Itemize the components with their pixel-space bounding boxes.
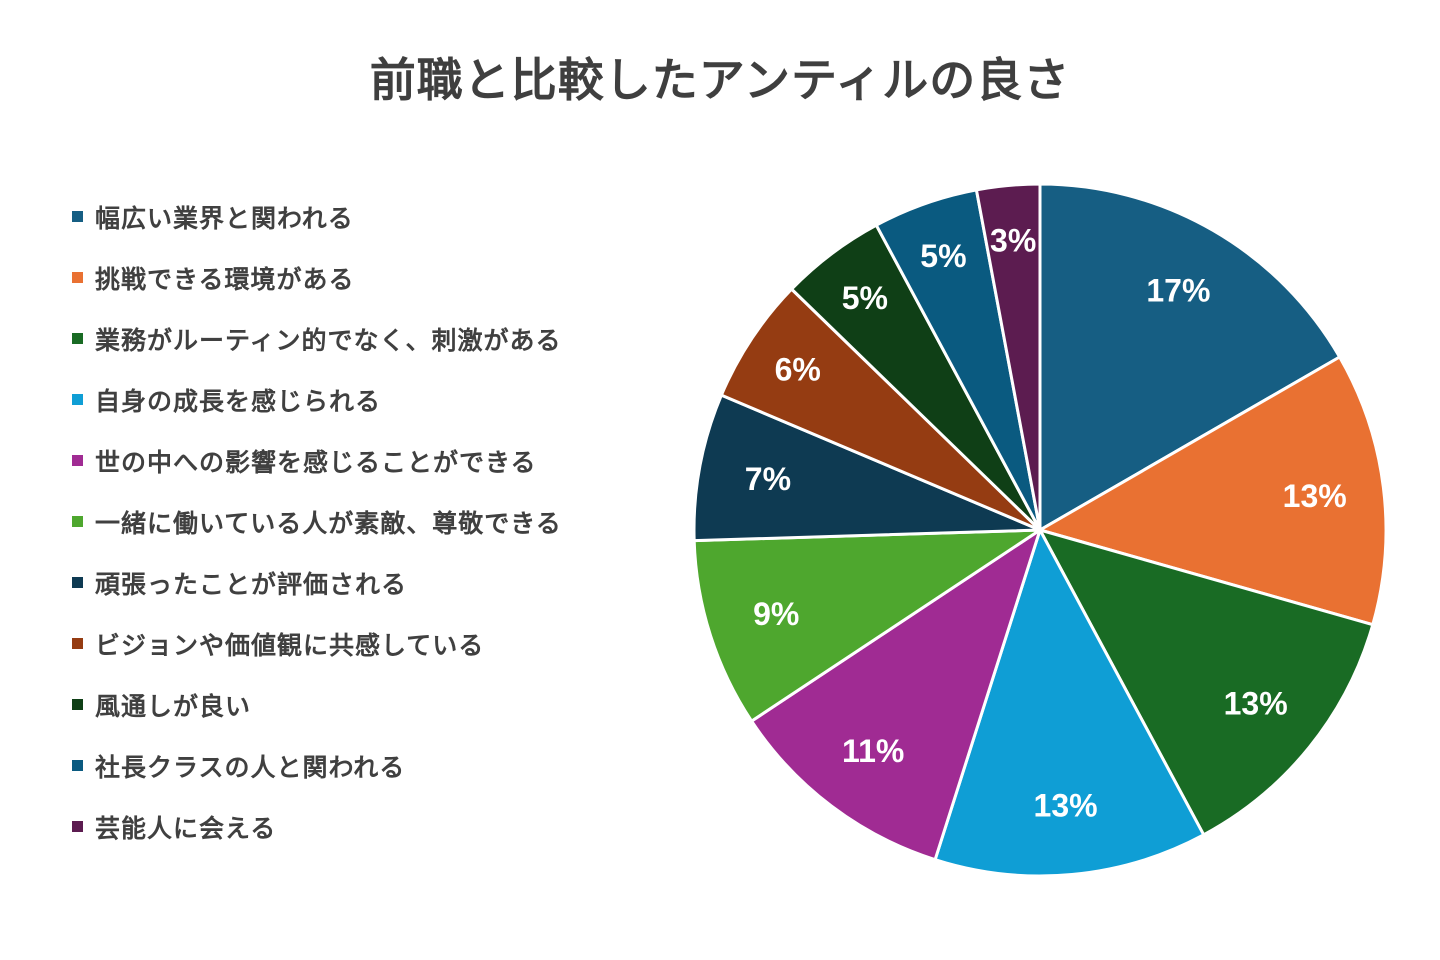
slice-label: 7% xyxy=(745,461,791,497)
legend-item: 自身の成長を感じられる xyxy=(72,369,672,430)
legend-label: 幅広い業界と関われる xyxy=(95,203,354,233)
legend-label: 社長クラスの人と関われる xyxy=(95,752,406,782)
slice-label: 13% xyxy=(1034,788,1098,824)
slice-label: 5% xyxy=(842,280,888,316)
legend-swatch xyxy=(72,577,83,588)
chart-title: 前職と比較したアンティルの良さ xyxy=(369,53,1071,107)
slice-label: 9% xyxy=(753,596,799,632)
slice-label: 5% xyxy=(920,238,966,274)
pie-slice xyxy=(719,287,1042,532)
slice-label: 11% xyxy=(842,733,904,769)
legend-label: 世の中への影響を感じることができる xyxy=(95,447,537,477)
chart-legend: 幅広い業界と関われる 挑戦できる環境がある業務がルーティン的でなく、刺激がある 自身… xyxy=(72,186,672,857)
legend-item: 業務がルーティン的でなく、刺激がある xyxy=(72,308,672,369)
legend-swatch xyxy=(72,516,83,527)
legend-swatch xyxy=(72,760,83,771)
legend-item: 世の中への影響を感じることができる xyxy=(72,430,672,491)
legend-label: ビジョンや価値観に共感している xyxy=(95,630,485,660)
slice-label: 13% xyxy=(1283,478,1347,514)
slice-label: 3% xyxy=(990,223,1036,259)
pie-slice xyxy=(1038,355,1388,627)
legend-item: 幅広い業界と関われる xyxy=(72,186,672,247)
pie-slice xyxy=(692,393,1042,543)
legend-item: ビジョンや価値観に共感している xyxy=(72,613,672,674)
legend-item: 挑戦できる環境がある xyxy=(72,247,672,308)
legend-item: 社長クラスの人と関われる xyxy=(72,735,672,796)
legend-swatch xyxy=(72,638,83,649)
legend-swatch xyxy=(72,821,83,832)
slice-label: 13% xyxy=(1224,686,1288,722)
legend-label: 風通しが良い xyxy=(95,691,252,721)
legend-label: 自身の成長を感じられる xyxy=(95,386,382,416)
legend-item: 芸能人に会える xyxy=(72,796,672,857)
slice-label: 6% xyxy=(775,351,821,387)
legend-swatch xyxy=(72,394,83,405)
pie-slice xyxy=(933,528,1206,878)
legend-swatch xyxy=(72,699,83,710)
legend-swatch xyxy=(72,333,83,344)
pie-slice xyxy=(1038,182,1342,532)
legend-label: 頑張ったことが評価される xyxy=(95,569,408,599)
legend-swatch xyxy=(72,455,83,466)
pie-slice xyxy=(974,182,1042,532)
legend-swatch xyxy=(72,211,83,222)
legend-item: 風通しが良い xyxy=(72,674,672,735)
legend-item: 頑張ったことが評価される xyxy=(72,552,672,613)
legend-item: 一緒に働いている人が素敵、尊敬できる xyxy=(72,491,672,552)
pie-slice xyxy=(692,528,1042,723)
legend-label: 芸能人に会える xyxy=(95,813,277,843)
pie-slice xyxy=(1038,528,1375,837)
legend-swatch xyxy=(72,272,83,283)
legend-label: 挑戦できる環境がある xyxy=(95,264,355,294)
slice-label: 17% xyxy=(1146,272,1210,308)
pie-slice xyxy=(750,528,1042,862)
legend-label: 一緒に働いている人が素敵、尊敬できる xyxy=(95,508,562,538)
legend-label: 業務がルーティン的でなく、刺激がある xyxy=(95,325,562,355)
